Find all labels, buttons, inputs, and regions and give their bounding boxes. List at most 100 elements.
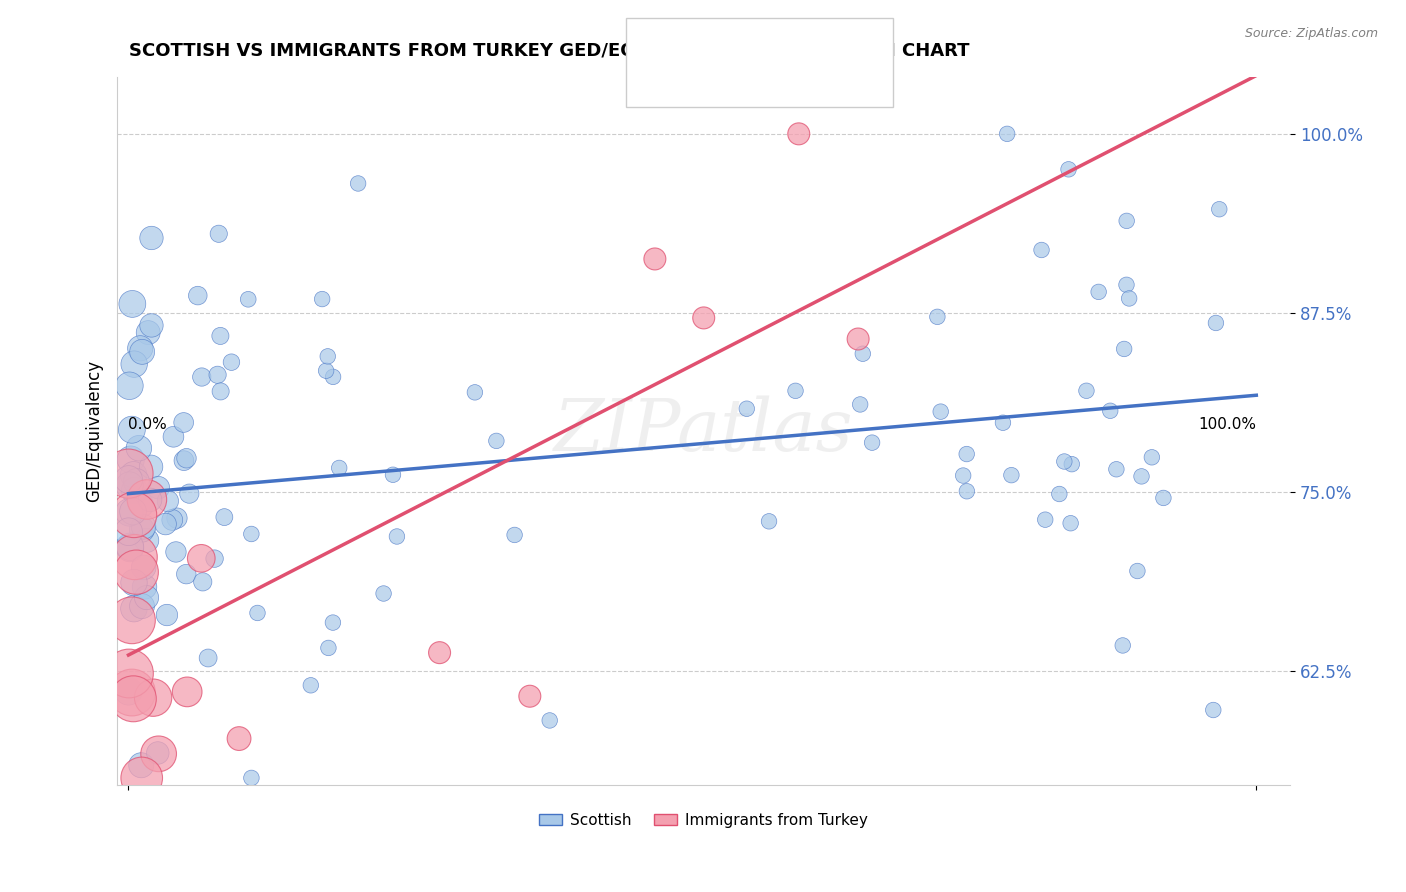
Point [238,293,260,307]
Point [148,747,170,761]
Text: 0.0%: 0.0% [128,417,167,432]
Point [122,575,145,590]
Point [1152,491,1174,505]
Point [846,332,869,346]
Point [503,528,526,542]
Point [197,651,219,665]
Point [381,467,404,482]
Point [485,434,508,448]
Point [122,691,145,706]
Point [316,350,339,364]
Point [134,580,156,594]
Point [693,310,716,325]
Point [929,404,952,418]
Text: 100.0%: 100.0% [1198,417,1257,432]
Point [1047,487,1070,501]
Point [1000,468,1022,483]
Point [118,378,141,392]
Point [209,329,232,343]
Y-axis label: GED/Equivalency: GED/Equivalency [86,359,103,502]
Point [135,533,157,548]
Point [787,127,810,141]
Point [735,401,758,416]
Point [190,551,212,566]
Point [132,520,155,534]
Point [136,326,159,340]
Point [187,288,209,302]
Point [1118,292,1140,306]
Point [118,478,141,492]
Point [118,505,141,519]
Point [135,591,157,605]
Point [328,461,350,475]
Point [122,467,145,482]
Point [1059,516,1081,531]
Point [125,475,148,489]
Point [956,447,979,461]
Point [214,510,236,524]
Point [1087,285,1109,299]
Point [155,516,177,531]
Point [1140,450,1163,465]
Point [122,508,145,522]
Point [1130,469,1153,483]
Point [1208,202,1230,217]
Point [117,467,139,481]
Point [131,771,153,785]
Point [128,441,150,455]
Point [1033,513,1056,527]
Point [121,423,143,437]
Point [956,484,979,499]
Point [1112,639,1135,653]
Point [118,666,141,681]
Point [1105,462,1128,476]
Point [758,514,780,528]
Point [124,550,146,565]
Point [385,529,408,543]
Point [156,494,179,508]
Point [860,435,883,450]
Point [311,292,333,306]
Point [246,606,269,620]
Point [207,368,229,382]
Point [927,310,949,324]
Point [1076,384,1098,398]
Point [121,685,143,699]
Point [129,758,152,772]
Point [191,574,214,589]
Point [209,384,232,399]
Point [952,468,974,483]
Point [156,607,179,622]
Point [131,523,153,537]
Text: R = 0.244  N = 117: R = 0.244 N = 117 [647,40,808,55]
Point [121,297,143,311]
Text: R = 0.451  N = 21: R = 0.451 N = 21 [647,85,797,100]
Point [142,690,165,705]
Point [124,483,146,498]
Point [1060,457,1083,471]
Text: SCOTTISH VS IMMIGRANTS FROM TURKEY GED/EQUIVALENCY CORRELATION CHART: SCOTTISH VS IMMIGRANTS FROM TURKEY GED/E… [129,42,969,60]
Point [129,498,152,512]
Point [122,504,145,518]
Point [1115,277,1137,292]
Point [299,678,322,692]
Point [173,453,195,467]
Point [1099,404,1122,418]
Point [117,524,139,539]
Point [1053,454,1076,468]
Point [141,231,163,245]
Point [176,685,198,699]
Point [146,746,169,760]
Point [166,511,188,525]
Legend: Scottish, Immigrants from Turkey: Scottish, Immigrants from Turkey [533,807,875,834]
Point [204,551,226,566]
Point [118,540,141,554]
Point [849,397,872,411]
Point [176,451,198,466]
Text: Source: ZipAtlas.com: Source: ZipAtlas.com [1244,27,1378,40]
Point [429,646,451,660]
Point [322,369,344,384]
Point [228,731,250,746]
Point [240,527,263,541]
Point [1202,703,1225,717]
